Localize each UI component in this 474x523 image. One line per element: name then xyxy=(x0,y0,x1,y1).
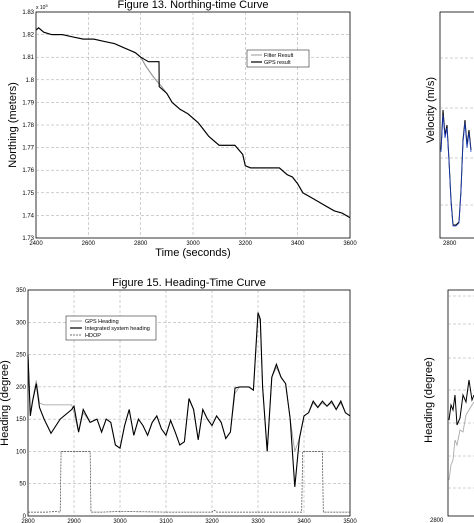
series-line-gray xyxy=(448,401,474,481)
series-lines xyxy=(27,312,351,513)
series-line-integrated-system-heading xyxy=(27,312,351,487)
y-tick-label: 250 xyxy=(16,353,27,359)
x-tick-label: 2800 xyxy=(430,518,444,523)
series-line-black xyxy=(440,109,472,226)
tick-labels: 2800 2900 3000 3100 3200 3300 3400 3500 0 50 100 15… xyxy=(16,288,357,523)
y-tick-label: 1.77 xyxy=(22,146,34,152)
heading-chart-partial: 2800 Heading (degree) xyxy=(423,289,474,523)
x-axis-label: Time (seconds) xyxy=(155,247,230,259)
legend-box xyxy=(246,49,310,68)
chart-title: Figure 15. Heading-Time Curve xyxy=(112,277,266,289)
velocity-chart-partial: 2800 Velocity (m/s) xyxy=(425,11,474,247)
y-tick-label: 1.74 xyxy=(22,213,34,219)
legend-entry-gps: GPS result xyxy=(264,60,291,66)
y-tick-label: 1.79 xyxy=(22,100,34,106)
plot-frame xyxy=(447,289,474,517)
series-lines xyxy=(35,27,351,219)
y-axis-label: Velocity (m/s) xyxy=(425,77,437,143)
series-line-blue xyxy=(440,114,472,227)
heading-time-chart: Figure 15. Heading-Time Curve 2800 2900 30… xyxy=(0,277,357,523)
x-tick-label: 3100 xyxy=(159,519,173,523)
y-tick-label: 1.75 xyxy=(22,191,34,197)
plot-frame xyxy=(439,11,474,239)
x-tick-label: 3000 xyxy=(113,519,127,523)
y-exponent-label: x 105 xyxy=(36,3,48,11)
series-line-hdop xyxy=(28,451,350,513)
grid-lines xyxy=(36,12,350,238)
y-tick-label: 200 xyxy=(16,385,27,391)
x-tick-label: 3200 xyxy=(205,519,219,523)
y-tick-label: 0 xyxy=(23,514,27,520)
y-tick-label: 1.78 xyxy=(22,123,34,129)
legend: GPS Heading Integrated system heading HD… xyxy=(65,315,157,341)
y-axis-label: Northing (meters) xyxy=(7,82,19,168)
chart-title: Figure 13. Northing-time Curve xyxy=(117,0,268,11)
y-tick-label: 1.73 xyxy=(22,236,34,242)
series-line-black xyxy=(448,379,474,426)
y-tick-label: 1.76 xyxy=(22,168,34,174)
legend: Filter Result GPS result xyxy=(246,49,310,68)
y-axis-label: Heading (degree) xyxy=(0,360,11,446)
series-line-gps-result xyxy=(35,27,351,219)
x-tick-label: 2600 xyxy=(82,241,96,247)
y-tick-label: 50 xyxy=(19,482,26,488)
tick-labels: 2400 2600 2800 3000 3200 3400 3600 1.73 1.74 1.75… xyxy=(22,10,357,247)
legend-entry-filter: Filter Result xyxy=(264,53,294,59)
y-tick-label: 1.81 xyxy=(22,55,34,61)
x-tick-label: 3500 xyxy=(343,519,357,523)
y-tick-label: 350 xyxy=(16,288,27,294)
y-axis-label: Heading (degree) xyxy=(423,357,435,443)
x-tick-label: 3000 xyxy=(186,241,200,247)
x-tick-label: 2400 xyxy=(29,241,43,247)
y-tick-label: 1.8 xyxy=(26,78,35,84)
x-tick-label: 3300 xyxy=(251,519,265,523)
y-tick-label: 100 xyxy=(16,449,27,455)
x-tick-label: 2900 xyxy=(67,519,81,523)
legend-entry-hdop: HDOP xyxy=(85,333,101,339)
x-tick-label: 3400 xyxy=(297,519,311,523)
legend-entry-integrated: Integrated system heading xyxy=(85,326,150,332)
legend-entry-gps-heading: GPS Heading xyxy=(85,319,119,325)
x-tick-label: 2800 xyxy=(134,241,148,247)
plot-frame xyxy=(27,289,351,517)
x-tick-label: 3600 xyxy=(343,241,357,247)
x-tick-label: 2800 xyxy=(443,241,457,247)
x-tick-label: 2800 xyxy=(21,519,35,523)
y-tick-label: 300 xyxy=(16,320,27,326)
x-tick-label: 3400 xyxy=(291,241,305,247)
y-tick-label: 1.82 xyxy=(22,33,34,39)
y-tick-label: 1.83 xyxy=(22,10,34,16)
northing-time-chart: Figure 13. Northing-time Curve 2400 2600 2… xyxy=(7,0,357,259)
x-tick-label: 3200 xyxy=(239,241,253,247)
y-tick-label: 150 xyxy=(16,417,27,423)
